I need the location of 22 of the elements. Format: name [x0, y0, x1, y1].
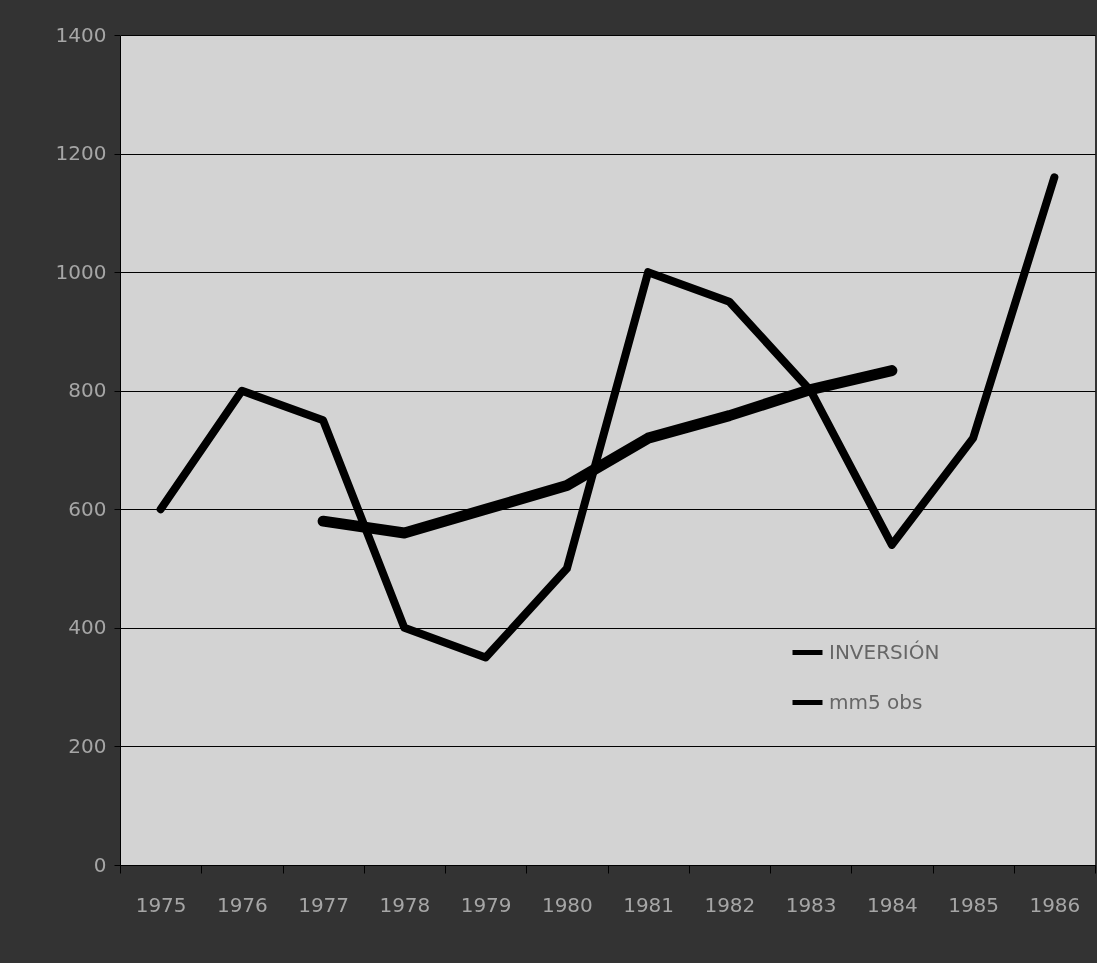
- x-tick-label: 1984: [866, 892, 918, 917]
- x-tick-label: 1980: [541, 892, 593, 917]
- x-tick-label: 1986: [1029, 892, 1081, 917]
- x-tick-label: 1985: [948, 892, 1000, 917]
- legend-label: mm5 obs: [829, 689, 923, 714]
- y-tick-label: 0: [93, 852, 107, 877]
- x-tick-label: 1978: [379, 892, 431, 917]
- x-tick-label: 1975: [135, 892, 187, 917]
- y-tick-label: 1400: [55, 22, 107, 47]
- y-tick-label: 400: [68, 615, 107, 640]
- x-tick-label: 1981: [623, 892, 675, 917]
- x-tick-label: 1982: [704, 892, 756, 917]
- y-tick-label: 600: [68, 496, 107, 521]
- x-tick-label: 1979: [460, 892, 512, 917]
- y-tick-label: 1200: [55, 141, 107, 166]
- y-tick-label: 800: [68, 378, 107, 403]
- legend-label: INVERSIÓN: [829, 639, 940, 664]
- x-tick-label: 1976: [216, 892, 268, 917]
- x-tick-label: 1977: [298, 892, 350, 917]
- y-tick-label: 1000: [55, 259, 107, 284]
- y-tick-label: 200: [68, 733, 107, 758]
- x-tick-label: 1983: [785, 892, 837, 917]
